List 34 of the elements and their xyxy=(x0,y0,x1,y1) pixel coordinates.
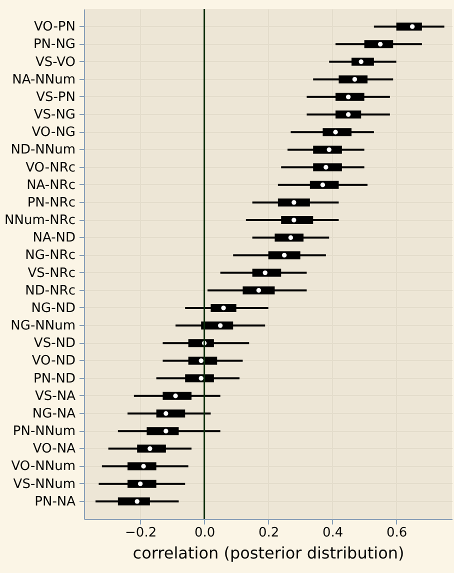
y-tick-label: VS-NNum xyxy=(13,476,76,492)
y-tick-label: VO-NG xyxy=(32,125,76,140)
x-tick-label: 0.2 xyxy=(258,526,280,540)
x-tick-label: 0.0 xyxy=(194,526,216,540)
y-tick-label: VO-NA xyxy=(32,442,76,457)
y-tick-label: NA-NNum xyxy=(12,72,76,88)
y-tick-label: VO-PN xyxy=(34,20,76,35)
y-tick-label: VS-NG xyxy=(34,108,76,123)
x-tick-label: 0.6 xyxy=(386,526,408,540)
x-tick-label: 0.4 xyxy=(322,526,344,540)
y-tick-label: NA-ND xyxy=(32,230,76,246)
y-tick-label: NNum-NRc xyxy=(4,213,76,228)
y-tick-label: NG-NNum xyxy=(10,318,76,334)
y-tick-label: VO-NNum xyxy=(11,459,76,474)
y-tick-label: PN-NG xyxy=(33,37,76,52)
y-tick-label: PN-NRc xyxy=(27,195,76,210)
y-tick-label: NG-ND xyxy=(31,300,76,316)
y-tick-label: NG-NRc xyxy=(25,248,76,264)
y-tick-label: VS-ND xyxy=(34,336,76,352)
y-tick-label: VS-VO xyxy=(36,54,76,70)
y-tick-label: VS-PN xyxy=(36,90,76,105)
y-tick-label: VO-NRc xyxy=(26,160,76,176)
y-tick-label: NA-NRc xyxy=(26,178,76,193)
y-tick-label: PN-ND xyxy=(34,371,76,386)
y-tick-label: VO-ND xyxy=(32,354,76,369)
y-tick-label: VS-NA xyxy=(35,388,76,404)
y-tick-label: PN-NNum xyxy=(12,424,76,440)
x-axis-title: correlation (posterior distribution) xyxy=(132,544,404,562)
y-tick-label: ND-NNum xyxy=(10,142,76,158)
y-tick-label: VS-NRc xyxy=(28,266,76,281)
x-tick-label: −0.2 xyxy=(125,526,157,540)
y-tick-label: NG-NA xyxy=(32,406,76,422)
y-tick-label: ND-NRc xyxy=(25,283,76,298)
y-tick-label: PN-NA xyxy=(34,494,76,510)
